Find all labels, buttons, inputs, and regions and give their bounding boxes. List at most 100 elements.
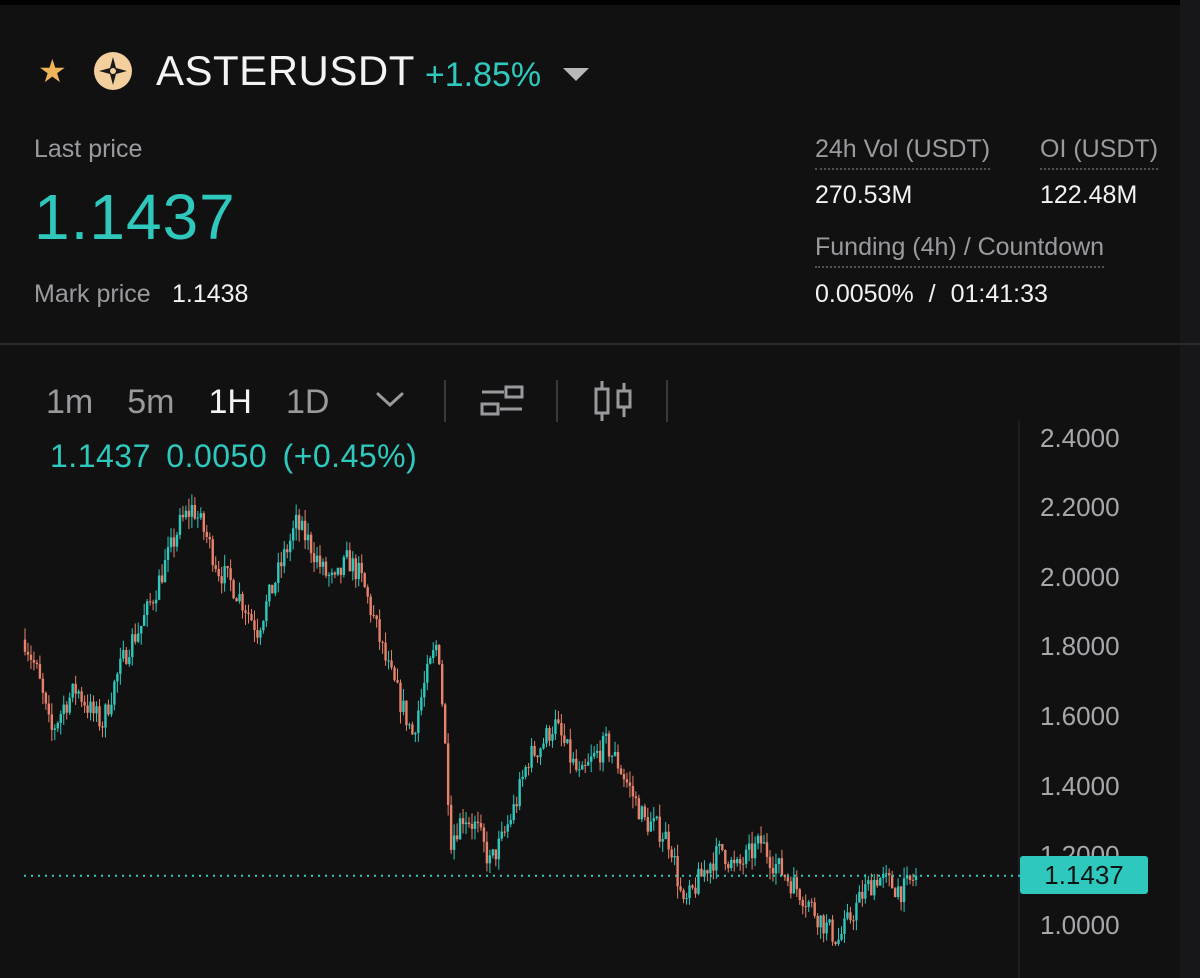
- candle-body: [259, 630, 262, 638]
- candle-body: [560, 723, 563, 736]
- candle-body: [536, 755, 539, 758]
- candle-body: [864, 884, 867, 899]
- candle-body: [429, 657, 432, 664]
- candle-body: [300, 520, 304, 530]
- candle-body: [271, 584, 274, 594]
- price-chart[interactable]: [0, 420, 1020, 978]
- candle-body: [268, 584, 271, 602]
- candle-body: [792, 877, 796, 894]
- candle-body: [572, 758, 575, 763]
- candle-body: [238, 594, 241, 602]
- candle-body: [610, 755, 614, 757]
- candle-body: [289, 540, 292, 553]
- candle-body: [354, 558, 357, 580]
- candle-body: [351, 558, 354, 572]
- candle-group: [23, 494, 918, 946]
- candle-body: [375, 615, 378, 620]
- tab-1d[interactable]: 1D: [285, 382, 330, 421]
- candle-body: [730, 859, 733, 869]
- candle-body: [151, 602, 155, 604]
- candle-body: [41, 678, 45, 693]
- candle-body: [873, 879, 876, 896]
- candle-body: [604, 733, 608, 736]
- candle-body: [679, 886, 682, 891]
- candle-body: [640, 806, 644, 820]
- candle-body: [607, 733, 611, 757]
- candle-body: [360, 562, 363, 574]
- candle-body: [390, 660, 393, 668]
- candle-body: [834, 941, 837, 945]
- candle-body: [703, 870, 706, 877]
- funding-label[interactable]: Funding (4h) / Countdown: [815, 233, 1105, 268]
- candle-body: [676, 855, 679, 887]
- star-icon[interactable]: ★: [38, 53, 67, 89]
- candle-body: [23, 639, 27, 652]
- candle-body: [65, 704, 68, 713]
- candle-body: [882, 873, 885, 878]
- candle-body: [44, 692, 48, 704]
- candle-body: [628, 782, 632, 786]
- oi-label[interactable]: OI (USDT): [1040, 135, 1159, 170]
- candle-body: [533, 745, 536, 756]
- candle-body: [613, 752, 617, 756]
- candle-body: [333, 572, 337, 575]
- y-tick: 1.6000: [1040, 701, 1120, 731]
- indicator-settings-icon[interactable]: [478, 383, 526, 419]
- candle-body: [435, 644, 438, 651]
- candle-body: [747, 843, 751, 850]
- candle-body: [145, 601, 149, 616]
- ohlc-price: 1.1437: [50, 438, 151, 474]
- candle-body: [783, 875, 787, 878]
- candle-body: [795, 877, 799, 890]
- candle-body: [306, 534, 310, 541]
- candle-body: [262, 621, 265, 631]
- candle-body: [706, 870, 709, 874]
- candle-body: [768, 856, 772, 869]
- candle-body: [98, 706, 101, 727]
- vol-label[interactable]: 24h Vol (USDT): [815, 135, 991, 170]
- candle-body: [265, 601, 268, 622]
- chevron-down-icon[interactable]: [374, 388, 406, 412]
- candle-body: [801, 899, 804, 907]
- candle-body: [494, 849, 498, 860]
- aster-logo-icon: [94, 52, 132, 90]
- candle-body: [876, 879, 879, 886]
- caret-down-icon[interactable]: [563, 67, 590, 81]
- candle-body: [828, 919, 831, 923]
- candle-body: [205, 531, 208, 537]
- candle-body: [512, 804, 515, 821]
- candle-body: [378, 619, 381, 642]
- symbol-change-pct: +1.85%: [424, 55, 542, 94]
- candle-body: [405, 700, 408, 726]
- candle-body: [190, 504, 194, 517]
- symbol-header[interactable]: ★ ASTERUSDT +1.85%: [38, 46, 590, 96]
- candle-body: [554, 719, 557, 734]
- candle-body: [592, 752, 596, 757]
- candle-body: [74, 683, 77, 694]
- candle-body: [169, 537, 173, 548]
- toolbar-divider: [444, 380, 446, 422]
- candle-body: [625, 779, 629, 783]
- tab-1h[interactable]: 1H: [208, 382, 252, 421]
- candle-body: [35, 662, 39, 665]
- candle-body: [807, 901, 810, 907]
- candle-body: [399, 682, 402, 712]
- candle-body: [56, 722, 59, 729]
- candle-body: [449, 804, 453, 850]
- candle-body: [479, 823, 483, 828]
- last-price-label: Last price: [34, 135, 143, 163]
- tab-5m[interactable]: 5m: [127, 382, 175, 421]
- candle-body: [208, 536, 211, 540]
- candle-body: [53, 728, 56, 730]
- candlestick-type-icon[interactable]: [592, 379, 634, 423]
- candle-body: [47, 703, 51, 715]
- candle-body: [178, 514, 182, 535]
- candle-body: [312, 553, 316, 563]
- candle-body: [497, 838, 501, 860]
- candle-body: [595, 750, 599, 753]
- candle-body: [530, 745, 533, 768]
- tab-1m[interactable]: 1m: [46, 382, 94, 421]
- candle-body: [438, 644, 441, 665]
- candle-body: [503, 831, 506, 833]
- candle-body: [417, 710, 420, 733]
